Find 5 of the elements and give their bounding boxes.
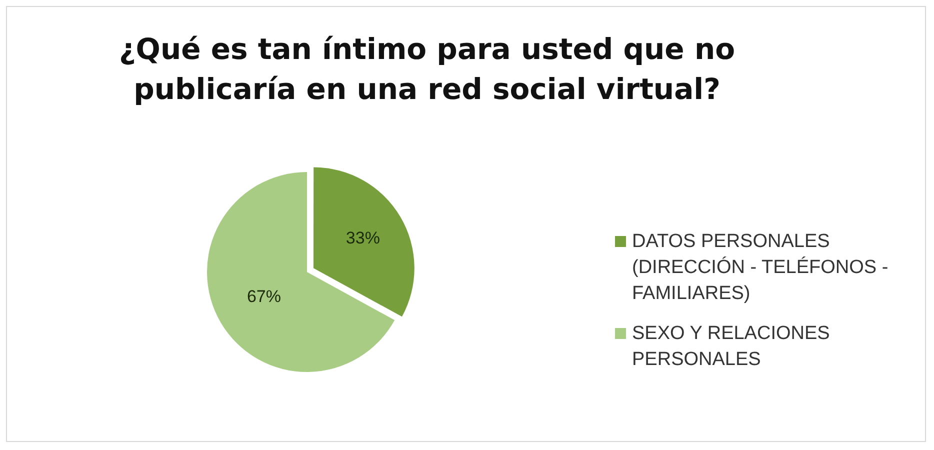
chart-title: ¿Qué es tan íntimo para usted que no publicaría en una red social virtual?: [118, 31, 736, 108]
data-label: 67%: [246, 287, 281, 306]
legend-label: DATOS PERSONALES (DIRECCIÓN - TELÉFONOS - FAMILIARES): [632, 230, 890, 306]
legend-label: SEXO Y RELACIONES PERSONALES: [632, 322, 831, 372]
data-label: 33%: [346, 228, 380, 248]
